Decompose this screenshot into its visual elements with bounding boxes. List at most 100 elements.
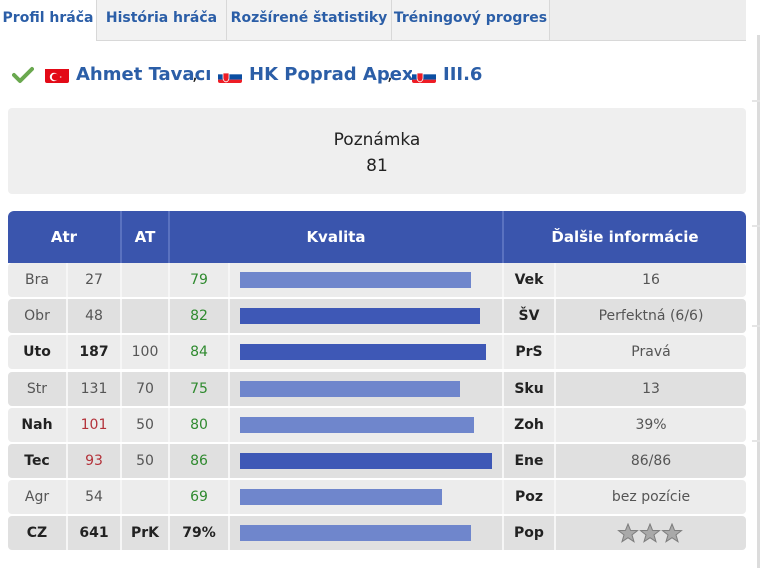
info-value: bez pozície xyxy=(611,489,691,506)
cell-separator xyxy=(120,371,122,406)
header-separator xyxy=(120,211,122,263)
check-icon xyxy=(12,66,34,84)
star-icon xyxy=(617,523,639,544)
table-row: Str 131 70 75 Sku 13 xyxy=(8,371,746,406)
attribute-name: CZ xyxy=(26,525,48,542)
at-value: 100 xyxy=(131,344,159,361)
info-label: Sku xyxy=(514,380,544,397)
info-label: ŠV xyxy=(518,308,540,325)
cell-separator xyxy=(554,516,556,551)
cell-separator xyxy=(66,516,68,551)
cell-separator xyxy=(168,299,170,334)
cell-separator xyxy=(120,299,122,334)
cell-separator xyxy=(502,299,504,334)
player-name-link[interactable]: Ahmet Tavacı xyxy=(76,64,212,85)
table-row: Tec 93 50 86 Ene 86/86 xyxy=(8,444,746,478)
cell-separator xyxy=(228,407,230,442)
cell-separator xyxy=(502,263,504,297)
cell-separator xyxy=(554,480,556,515)
cell-separator xyxy=(554,299,556,334)
cell-separator xyxy=(502,516,504,551)
cell-separator xyxy=(66,371,68,406)
cell-separator xyxy=(228,516,230,551)
quality-value: 69 xyxy=(190,489,208,506)
tab-player-history[interactable]: História hráča xyxy=(97,0,227,40)
cell-separator xyxy=(228,299,230,334)
quality-bar xyxy=(240,272,471,288)
attribute-value: 131 xyxy=(80,380,108,397)
attribute-value: 101 xyxy=(80,416,108,433)
separator: , xyxy=(387,64,393,85)
right-edge-tick xyxy=(752,440,760,442)
cell-separator xyxy=(502,371,504,406)
at-value: PrK xyxy=(130,525,159,542)
header-kvalita: Kvalita xyxy=(306,228,366,246)
cell-separator xyxy=(554,335,556,370)
slovakia-flag-icon xyxy=(412,67,436,83)
right-edge-tick xyxy=(752,225,760,227)
attribute-value: 54 xyxy=(85,489,103,506)
quality-value: 80 xyxy=(190,416,208,433)
popularity-stars xyxy=(617,523,683,547)
league-link[interactable]: III.6 xyxy=(443,64,483,85)
cell-separator xyxy=(66,444,68,478)
header-separator xyxy=(168,211,170,263)
quality-value: 79% xyxy=(182,525,216,542)
attribute-value: 641 xyxy=(79,525,109,542)
quality-value: 84 xyxy=(190,344,208,361)
cell-separator xyxy=(502,407,504,442)
cell-separator xyxy=(120,263,122,297)
at-value xyxy=(122,480,168,514)
header-at: AT xyxy=(134,228,156,246)
cell-separator xyxy=(228,444,230,478)
info-value: 13 xyxy=(642,380,660,397)
quality-value: 82 xyxy=(190,308,208,325)
info-value: Perfektná (6/6) xyxy=(598,308,704,325)
attribute-name: Str xyxy=(26,380,48,397)
attribute-name: Nah xyxy=(21,416,53,433)
cell-separator xyxy=(554,444,556,478)
cell-separator xyxy=(168,480,170,515)
quality-value: 79 xyxy=(190,272,208,288)
quality-bar xyxy=(240,489,442,506)
attribute-name: Tec xyxy=(24,453,50,469)
cell-separator xyxy=(554,371,556,406)
table-row: Nah 101 50 80 Zoh 39% xyxy=(8,407,746,442)
tab-extended-stats[interactable]: Rozšírené štatistiky xyxy=(227,0,392,40)
note-box: Poznámka 81 xyxy=(8,108,746,194)
cell-separator xyxy=(502,480,504,515)
info-label: PrS xyxy=(515,344,543,361)
tab-player-profile[interactable]: Profil hráča xyxy=(0,0,97,41)
star-icon xyxy=(661,523,683,544)
at-value xyxy=(122,263,168,297)
info-value: 16 xyxy=(642,272,660,288)
info-value: 86/86 xyxy=(630,453,672,469)
quality-bar xyxy=(240,380,460,397)
tab-training-progress[interactable]: Tréningový progres xyxy=(392,0,550,40)
info-value: Pravá xyxy=(631,344,671,361)
attribute-name: Obr xyxy=(24,308,50,325)
team-link[interactable]: HK Poprad Apex xyxy=(249,64,414,85)
right-edge-tick xyxy=(752,100,760,102)
cell-separator xyxy=(168,263,170,297)
attribute-value: 48 xyxy=(85,308,103,325)
cell-separator xyxy=(168,335,170,370)
cell-separator xyxy=(502,335,504,370)
cell-separator xyxy=(120,407,122,442)
quality-bar xyxy=(240,344,486,361)
info-label: Poz xyxy=(514,489,544,506)
info-label: Vek xyxy=(514,272,544,288)
quality-bar xyxy=(240,525,471,542)
right-edge-divider xyxy=(757,35,760,568)
right-edge-tick xyxy=(752,325,760,327)
table-row: Obr 48 82 ŠV Perfektná (6/6) xyxy=(8,299,746,334)
cell-separator xyxy=(168,407,170,442)
cell-separator xyxy=(66,299,68,334)
table-row: CZ 641 PrK 79% Pop xyxy=(8,516,746,551)
table-row: Bra 27 79 Vek 16 xyxy=(8,263,746,297)
cell-separator xyxy=(554,263,556,297)
info-value: 39% xyxy=(635,416,667,433)
cell-separator xyxy=(66,335,68,370)
cell-separator xyxy=(168,516,170,551)
attributes-table: Atr AT Kvalita Ďalšie informácie Bra 27 79… xyxy=(8,211,746,551)
